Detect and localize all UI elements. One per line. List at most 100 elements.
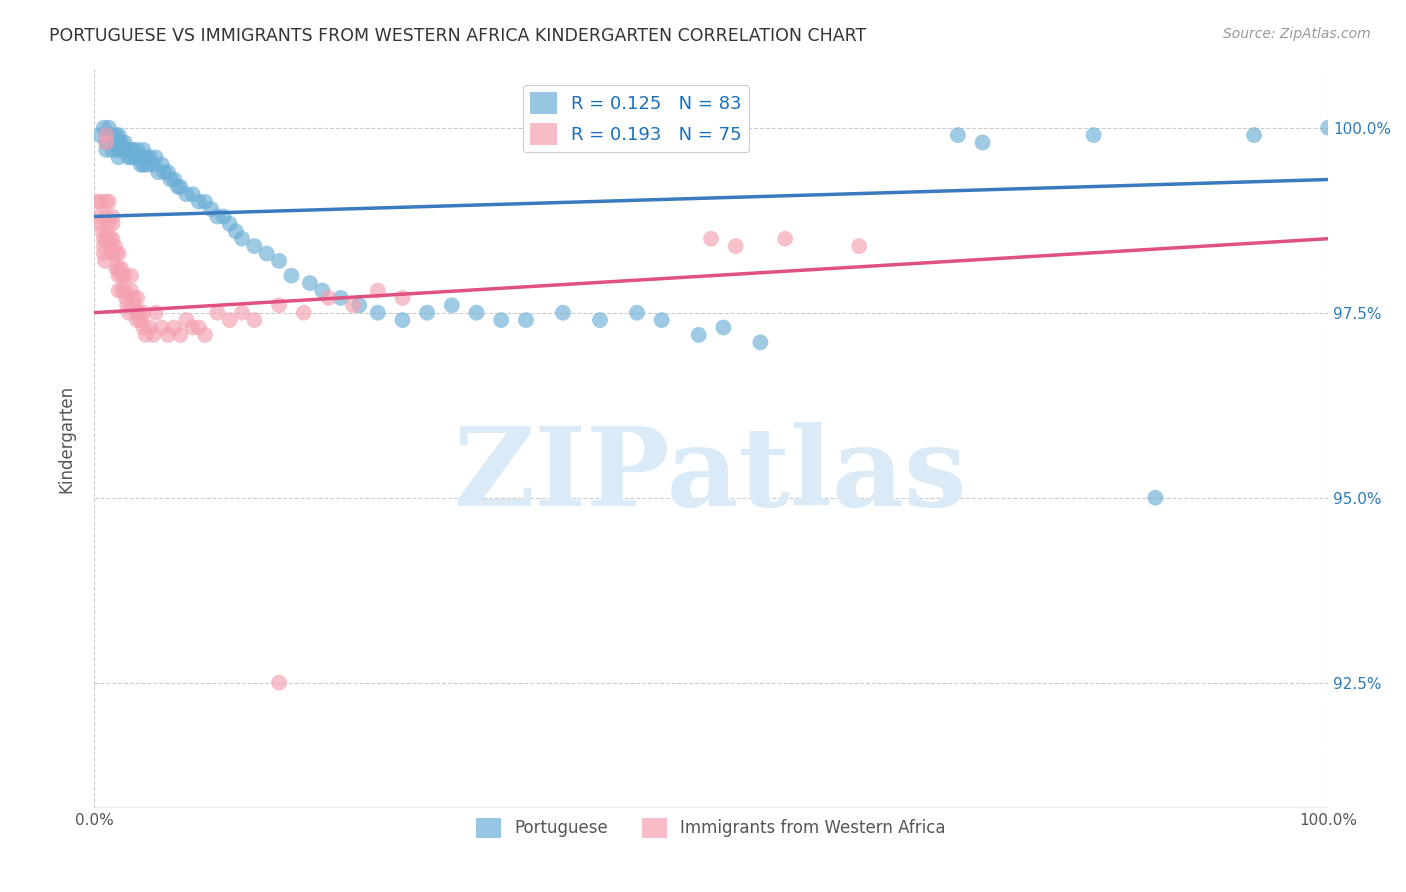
Point xyxy=(93,120,115,135)
Point xyxy=(117,298,139,312)
Point xyxy=(256,246,278,260)
Point xyxy=(97,217,120,231)
Point xyxy=(107,143,129,157)
Point xyxy=(101,136,124,150)
Point xyxy=(122,291,145,305)
Point xyxy=(329,291,352,305)
Point xyxy=(391,291,413,305)
Point xyxy=(489,313,512,327)
Point xyxy=(156,327,179,342)
Point xyxy=(181,187,204,202)
Point xyxy=(111,143,134,157)
Point xyxy=(105,128,128,142)
Point xyxy=(107,268,129,283)
Point xyxy=(96,136,118,150)
Point xyxy=(135,327,157,342)
Point xyxy=(280,268,302,283)
Point xyxy=(117,150,139,164)
Point xyxy=(94,253,117,268)
Point xyxy=(150,158,173,172)
Point xyxy=(292,306,315,320)
Point xyxy=(138,150,160,164)
Point xyxy=(1083,128,1105,142)
Point xyxy=(465,306,488,320)
Point xyxy=(146,165,169,179)
Point xyxy=(142,327,165,342)
Point xyxy=(124,298,146,312)
Point xyxy=(127,291,149,305)
Point xyxy=(318,291,340,305)
Point xyxy=(114,143,136,157)
Point xyxy=(440,298,463,312)
Point xyxy=(367,284,389,298)
Point xyxy=(101,246,124,260)
Text: ZIPatlas: ZIPatlas xyxy=(454,422,967,529)
Point xyxy=(96,232,118,246)
Point xyxy=(231,232,253,246)
Point xyxy=(105,246,128,260)
Text: PORTUGUESE VS IMMIGRANTS FROM WESTERN AFRICA KINDERGARTEN CORRELATION CHART: PORTUGUESE VS IMMIGRANTS FROM WESTERN AF… xyxy=(49,27,866,45)
Point xyxy=(89,210,111,224)
Point xyxy=(1144,491,1167,505)
Point xyxy=(367,306,389,320)
Point xyxy=(86,194,108,209)
Point xyxy=(153,165,176,179)
Point xyxy=(104,239,127,253)
Point xyxy=(96,136,118,150)
Point xyxy=(132,306,155,320)
Point xyxy=(96,194,118,209)
Point xyxy=(114,284,136,298)
Point xyxy=(122,143,145,157)
Point xyxy=(91,224,114,238)
Point xyxy=(127,150,149,164)
Point xyxy=(97,120,120,135)
Point xyxy=(93,239,115,253)
Point xyxy=(200,202,222,216)
Point xyxy=(96,143,118,157)
Point xyxy=(176,313,198,327)
Point xyxy=(231,306,253,320)
Point xyxy=(96,128,118,142)
Point xyxy=(127,313,149,327)
Point xyxy=(218,217,240,231)
Point xyxy=(700,232,723,246)
Point xyxy=(773,232,796,246)
Point xyxy=(124,150,146,164)
Point xyxy=(117,143,139,157)
Point xyxy=(132,320,155,334)
Point xyxy=(416,306,439,320)
Point xyxy=(107,136,129,150)
Point xyxy=(101,128,124,142)
Point xyxy=(111,284,134,298)
Point xyxy=(105,261,128,276)
Point xyxy=(551,306,574,320)
Point xyxy=(110,261,132,276)
Point xyxy=(101,232,124,246)
Point xyxy=(145,150,167,164)
Point xyxy=(127,306,149,320)
Point xyxy=(243,239,266,253)
Point xyxy=(651,313,673,327)
Point xyxy=(194,194,217,209)
Text: Source: ZipAtlas.com: Source: ZipAtlas.com xyxy=(1223,27,1371,41)
Point xyxy=(114,268,136,283)
Point xyxy=(127,143,149,157)
Point xyxy=(589,313,612,327)
Point xyxy=(169,180,191,194)
Point xyxy=(391,313,413,327)
Point xyxy=(98,128,121,142)
Y-axis label: Kindergarten: Kindergarten xyxy=(58,384,75,492)
Point xyxy=(218,313,240,327)
Point xyxy=(128,306,150,320)
Point xyxy=(101,217,124,231)
Point xyxy=(163,172,186,186)
Point xyxy=(267,675,290,690)
Point xyxy=(120,268,142,283)
Point xyxy=(145,306,167,320)
Point xyxy=(225,224,247,238)
Point xyxy=(135,150,157,164)
Point xyxy=(626,306,648,320)
Point xyxy=(342,298,364,312)
Point xyxy=(107,128,129,142)
Point xyxy=(100,239,122,253)
